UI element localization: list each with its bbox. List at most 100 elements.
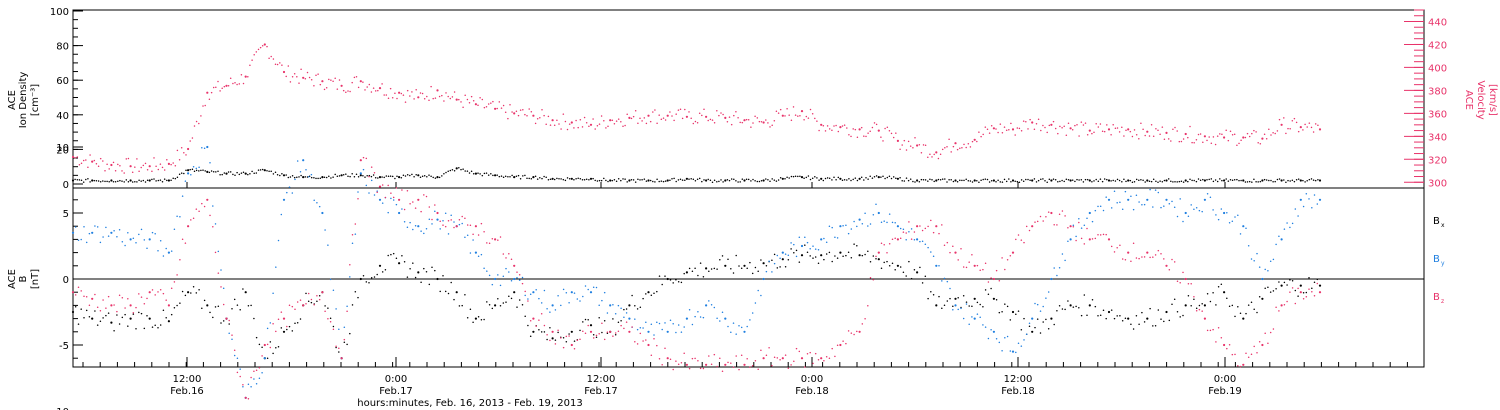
bx-trace-dot [760,259,762,261]
density-trace-dot [530,178,533,180]
by-trace-dot [409,221,411,224]
bz-trace-dot [845,342,847,345]
bx-trace-dot [1234,315,1236,318]
bx-trace-dot [343,341,346,344]
by-trace-dot [403,221,406,223]
velocity-trace-dot [956,148,959,151]
density-trace-dot [771,178,773,180]
density-trace-dot [765,178,767,180]
velocity-trace-dot [867,132,869,134]
by-trace-dot [1250,258,1253,260]
by-trace-dot [1267,270,1269,272]
velocity-trace-dot [319,83,322,86]
bz-trace-dot [1198,308,1201,311]
bx-trace-dot [1061,308,1064,310]
velocity-trace-dot [221,87,223,90]
density-trace-dot [1074,180,1076,183]
velocity-trace-dot [920,152,923,154]
by-trace-dot [1256,252,1258,255]
bx-trace-dot [1080,314,1083,317]
velocity-trace-dot [99,157,102,160]
velocity-trace-dot [524,113,526,116]
bx-trace-dot [971,305,973,307]
by-trace-dot [664,322,666,324]
bz-trace-dot [1039,215,1042,218]
by-trace-dot [313,199,315,202]
bz-trace-dot [242,384,244,386]
bz-trace-dot [280,311,283,313]
velocity-trace-dot [306,71,309,74]
by-trace-dot [1297,215,1299,217]
velocity-trace-dot [1150,124,1153,126]
bx-trace-dot [773,253,776,256]
bz-trace-dot [746,357,748,360]
density-trace-dot [677,179,680,181]
bx-trace-dot [143,327,146,330]
velocity-trace-dot [402,94,405,96]
velocity-trace-dot [174,164,177,167]
velocity-trace-dot [869,130,871,132]
velocity-trace-dot [470,95,473,98]
bx-trace-dot [634,304,636,307]
bx-point [359,277,362,281]
density-trace-dot [909,178,912,180]
density-trace-dot [166,179,168,182]
bx-trace-dot [176,304,178,307]
velocity-trace-dot [1253,129,1255,132]
bz-trace-dot [239,375,241,378]
bx-point [1203,304,1206,307]
by-trace-dot [727,325,729,328]
velocity-trace-dot [677,109,680,111]
by-point [1050,277,1053,281]
density-trace-dot [711,181,714,183]
bz-point [148,291,151,294]
bx-point [954,297,957,300]
density-trace-dot [449,169,452,172]
bz-trace-dot [1124,258,1127,261]
velocity-trace-dot [624,124,626,127]
bz-trace-dot [864,317,866,320]
by-trace-dot [941,280,943,282]
bx-trace-dot [280,327,283,329]
velocity-point [800,110,804,113]
velocity-trace-dot [741,121,744,124]
bz-trace-dot [708,355,710,357]
density-trace-dot [1010,180,1012,183]
by-trace-dot [329,278,332,281]
velocity-trace-dot [641,120,643,122]
velocity-trace-dot [1118,131,1121,133]
velocity-trace-dot [1063,125,1065,128]
by-trace-dot [502,275,505,278]
velocity-trace-dot [912,146,914,149]
bz-trace-dot [151,289,154,291]
by-trace-dot [656,321,658,324]
by-trace-dot [634,318,636,320]
by-trace-dot [831,226,833,229]
density-trace-dot [121,180,123,182]
density-point [896,177,900,180]
density-trace-dot [351,172,353,175]
velocity-point [877,129,880,132]
by-trace-dot [450,214,452,217]
bx-point [91,317,94,320]
bx-trace-dot [979,303,981,306]
density-trace-dot [675,180,677,183]
bx-trace-dot [1313,281,1316,283]
bx-trace-dot [894,269,896,271]
density-trace-dot [1236,178,1238,181]
velocity-trace-dot [180,147,183,149]
velocity-point [1069,127,1072,130]
velocity-trace-dot [863,135,865,137]
bz-trace-dot [261,355,263,357]
by-trace-dot [483,267,485,270]
velocity-trace-dot [1114,127,1117,130]
velocity-trace-dot [760,121,763,123]
density-trace-dot [1029,179,1031,182]
velocity-trace-dot [716,109,718,112]
velocity-trace-dot [549,124,552,126]
bx-trace-dot [721,255,724,257]
velocity-trace-dot [323,88,326,91]
density-trace-dot [377,177,379,179]
by-trace-dot [617,304,620,307]
by-trace-dot [88,232,91,235]
